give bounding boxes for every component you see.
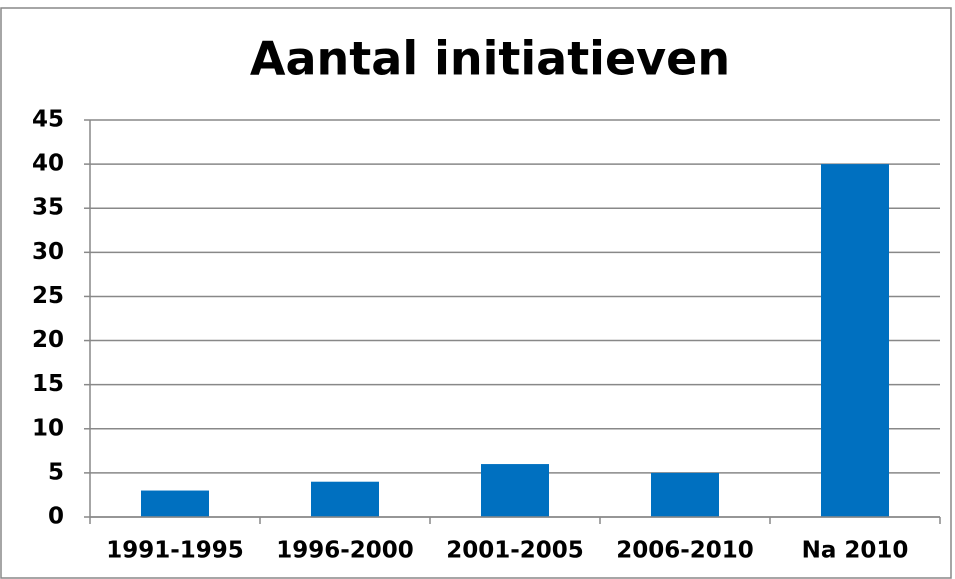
bar (141, 490, 209, 517)
x-tick-label: 1991-1995 (106, 538, 244, 564)
chart-title: Aantal initiatieven (250, 32, 730, 86)
y-tick-label: 10 (32, 415, 64, 441)
bar (481, 464, 549, 517)
y-tick-label: 0 (48, 504, 64, 530)
x-tick-label: 2006-2010 (616, 538, 754, 564)
y-tick-label: 15 (32, 371, 64, 397)
x-tick-label: 1996-2000 (276, 538, 414, 564)
bar (651, 472, 719, 517)
y-tick-label: 45 (32, 107, 64, 133)
bar (311, 481, 379, 517)
y-tick-label: 25 (32, 283, 64, 309)
chart-border (0, 7, 952, 579)
y-tick-label: 30 (32, 239, 64, 265)
y-tick-label: 40 (32, 151, 64, 177)
y-tick-label: 20 (32, 327, 64, 353)
bar (821, 164, 889, 517)
y-tick-label: 35 (32, 195, 64, 221)
x-tick-label: 2001-2005 (446, 538, 584, 564)
x-tick-label: Na 2010 (802, 538, 909, 564)
y-tick-label: 5 (48, 459, 64, 485)
